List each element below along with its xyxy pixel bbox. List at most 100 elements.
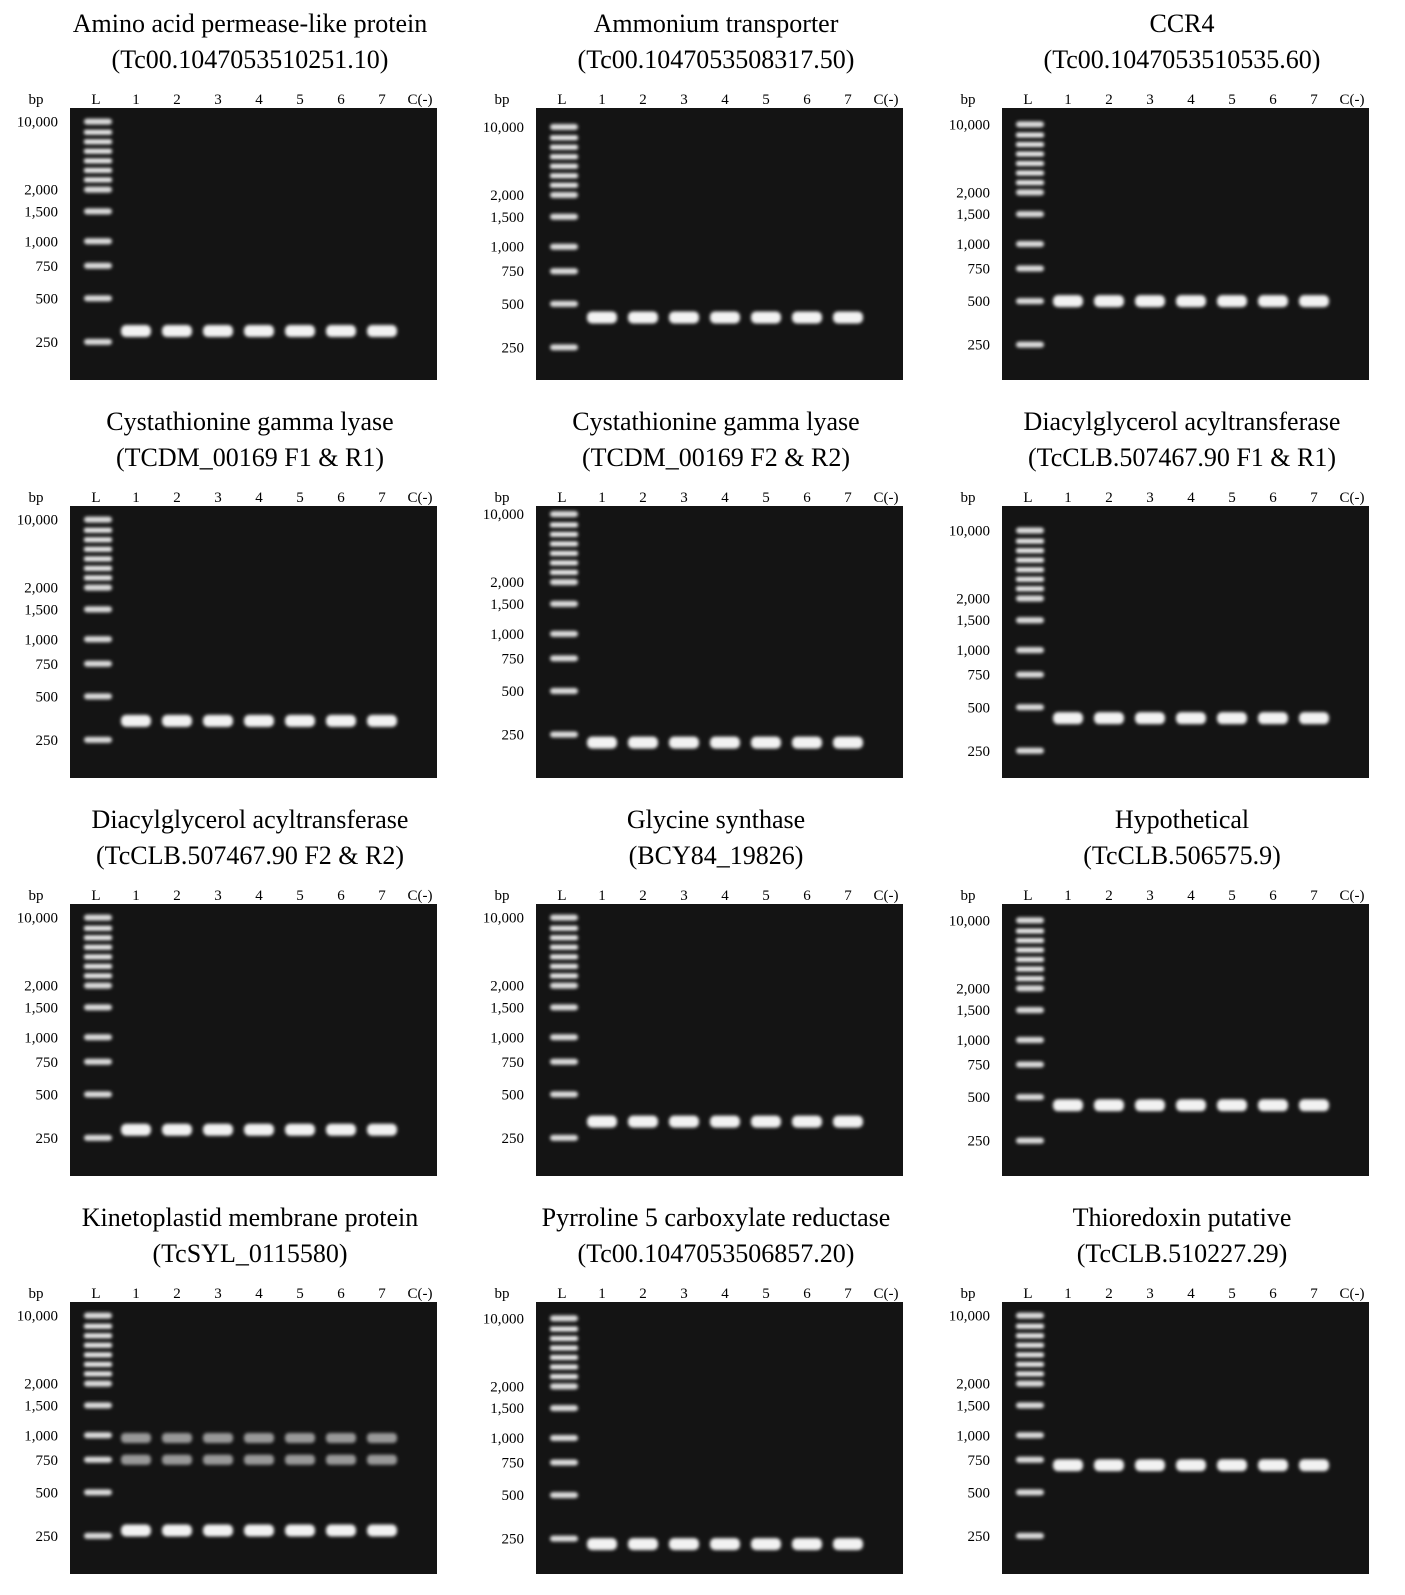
bp-label: 1,000: [24, 632, 58, 648]
bp-label: 250: [502, 1131, 525, 1147]
pcr-band: [121, 1433, 151, 1443]
gel: [1002, 904, 1369, 1176]
pcr-band: [1299, 712, 1329, 724]
bp-label: 500: [968, 700, 991, 716]
ladder-band: [1016, 1489, 1044, 1495]
gel: [536, 108, 903, 380]
lane-label: 7: [378, 888, 386, 904]
bp-label: 750: [502, 651, 525, 667]
bp-label: 1,500: [24, 1398, 58, 1414]
pcr-band: [710, 737, 740, 749]
bp-label: 500: [502, 1488, 525, 1504]
lane-label: 2: [173, 92, 181, 108]
ladder-band: [1016, 672, 1044, 678]
ladder-band: [84, 636, 112, 642]
ladder-band: [1016, 539, 1044, 544]
pcr-band: [710, 1116, 740, 1128]
panel-title: (TCDM_00169 F2 & R2): [582, 443, 850, 472]
ladder-band: [1016, 617, 1044, 623]
lane-label: C(-): [408, 490, 433, 506]
ladder-band: [84, 1362, 112, 1367]
ladder-band: [1016, 1007, 1044, 1013]
pcr-band: [587, 1538, 617, 1550]
lane-label: 5: [296, 92, 304, 108]
pcr-band: [285, 1433, 315, 1443]
ladder-band: [550, 560, 578, 565]
gel-panel: Thioredoxin putative(TcCLB.510227.29)bpL…: [949, 1203, 1369, 1574]
lane-label: L: [91, 92, 100, 108]
ladder-band: [84, 130, 112, 135]
bp-label: 2,000: [490, 575, 524, 591]
ladder-band: [84, 208, 112, 214]
ladder-band: [550, 268, 578, 274]
pcr-band: [587, 311, 617, 323]
panel-title: (TCDM_00169 F1 & R1): [116, 443, 384, 472]
bp-label: 2,000: [956, 591, 990, 607]
bp-label: 2,000: [24, 183, 58, 199]
lane-label: 5: [762, 1286, 770, 1302]
pcr-band: [1053, 1459, 1083, 1471]
bp-label: 500: [36, 291, 59, 307]
lane-label: L: [91, 1286, 100, 1302]
lane-label: 7: [844, 1286, 852, 1302]
lane-label: 3: [214, 92, 222, 108]
pcr-band: [162, 1455, 192, 1465]
lane-label: 5: [762, 490, 770, 506]
lane-label: 5: [1228, 888, 1236, 904]
pcr-band: [326, 1124, 356, 1136]
lane-label: L: [1023, 92, 1032, 108]
pcr-band: [1094, 1459, 1124, 1471]
lane-label: C(-): [408, 1286, 433, 1302]
ladder-band: [550, 631, 578, 637]
pcr-band: [367, 715, 397, 727]
ladder-band: [1016, 1313, 1044, 1319]
lane-label: 1: [132, 1286, 140, 1302]
pcr-band: [1135, 295, 1165, 307]
lane-label: 2: [639, 92, 647, 108]
bp-label: 1,000: [956, 237, 990, 253]
ladder-band: [84, 339, 112, 345]
lane-label: 5: [762, 888, 770, 904]
lane-label: 6: [1269, 888, 1277, 904]
bp-label: 500: [36, 1087, 59, 1103]
ladder-band: [1016, 704, 1044, 710]
lane-label: 1: [598, 92, 606, 108]
panel-title: Diacylglycerol acyltransferase: [92, 805, 409, 834]
lane-label: 6: [337, 92, 345, 108]
ladder-band: [550, 164, 578, 169]
lane-label: 5: [296, 888, 304, 904]
ladder-band: [84, 1135, 112, 1141]
ladder-band: [550, 579, 578, 585]
ladder-band: [550, 124, 578, 130]
pcr-band: [1299, 295, 1329, 307]
ladder-band: [550, 935, 578, 940]
pcr-band: [1258, 712, 1288, 724]
pcr-band: [203, 1124, 233, 1136]
lane-label: 3: [214, 888, 222, 904]
pcr-band: [203, 1433, 233, 1443]
bp-label: 2,000: [956, 981, 990, 997]
pcr-band: [326, 1433, 356, 1443]
ladder-band: [1016, 121, 1044, 127]
lane-label: 7: [1310, 1286, 1318, 1302]
ladder-band: [84, 585, 112, 591]
pcr-band: [792, 737, 822, 749]
pcr-band: [1094, 295, 1124, 307]
lane-label: 3: [680, 92, 688, 108]
pcr-band: [121, 1524, 151, 1536]
pcr-band: [1299, 1099, 1329, 1111]
ladder-band: [1016, 748, 1044, 754]
pcr-band: [669, 737, 699, 749]
ladder-band: [84, 1432, 112, 1438]
gel: [1002, 506, 1369, 778]
pcr-band: [326, 325, 356, 337]
ladder-band: [550, 1004, 578, 1010]
ladder-band: [550, 192, 578, 198]
ladder-band: [550, 731, 578, 737]
bp-label: 2,000: [490, 188, 524, 204]
ladder-band: [1016, 1037, 1044, 1043]
ladder-band: [84, 737, 112, 743]
ladder-band: [1016, 298, 1044, 304]
lane-label: L: [91, 490, 100, 506]
